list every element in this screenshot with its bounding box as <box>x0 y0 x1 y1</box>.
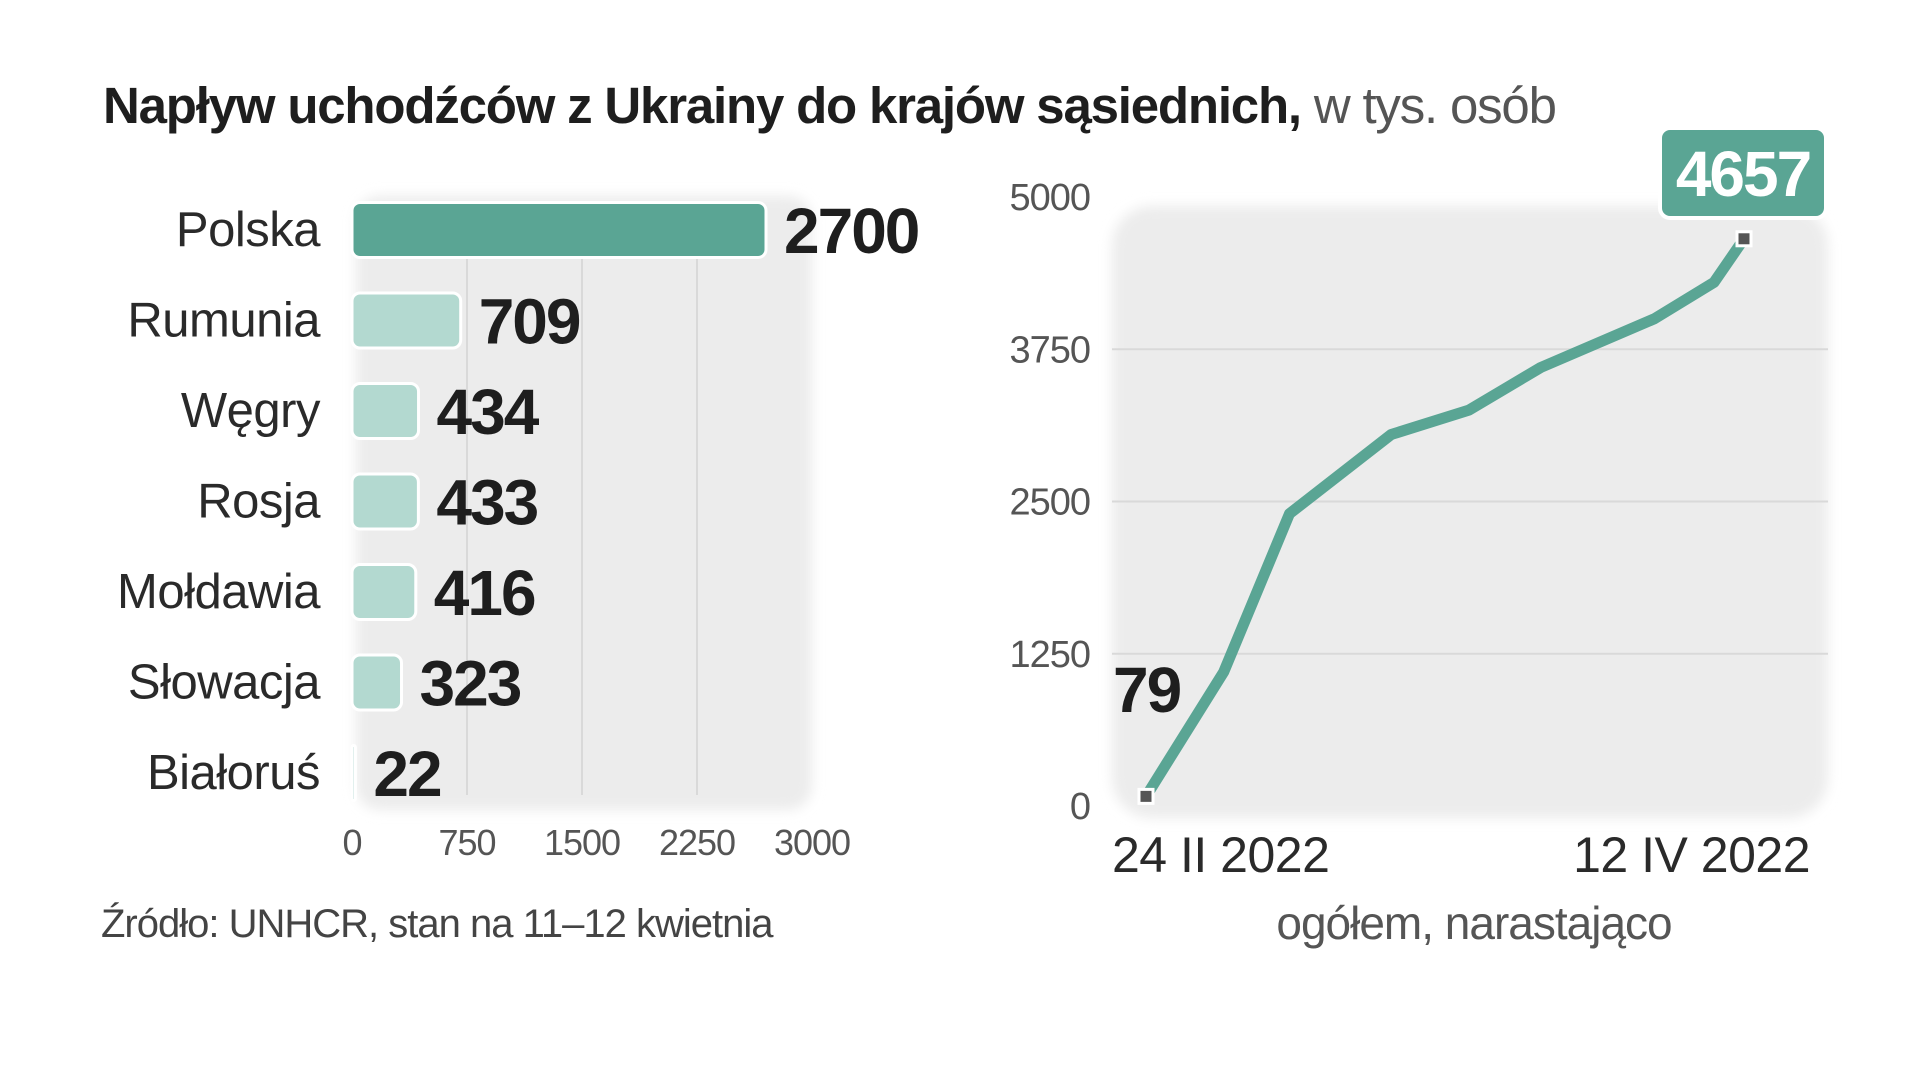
line-y-tick-label: 2500 <box>1009 482 1090 524</box>
line-chart: 0 1250 2500 3750 5000 79 4657 24 II 2022 12 IV … <box>1009 126 1828 883</box>
line-end-value-badge <box>1658 126 1828 220</box>
bar-x-tick-label: 1500 <box>544 822 620 863</box>
line-x-tick-label: 12 IV 2022 <box>1573 827 1810 883</box>
bar-value-label: 416 <box>434 557 535 629</box>
bar-chart-bars: Polska 2700 Rumunia 709 Węgry 434 Rosja 433 Mołd… <box>117 195 920 810</box>
bar-chart: 0 750 1500 2250 3000 Polska 2700 Rumunia 709 Węg… <box>117 195 920 863</box>
line-series <box>1140 233 1750 802</box>
bar-bia-orus <box>350 744 357 802</box>
bar-rumunia <box>350 291 463 350</box>
bar-category-label: Białoruś <box>147 746 320 800</box>
bar-chart-grid: 0 750 1500 2250 3000 <box>342 205 851 863</box>
chart-title-unit: w tys. osób <box>1300 77 1557 134</box>
line-x-tick-label: 24 II 2022 <box>1112 827 1329 883</box>
bar-category-label: Słowacja <box>128 656 321 710</box>
line-y-tick-label: 3750 <box>1009 329 1090 371</box>
bar-we-gry <box>350 382 421 440</box>
bar-category-label: Mołdawia <box>117 565 321 619</box>
bar-category-label: Rumunia <box>127 294 321 348</box>
line-end-value-label: 4657 <box>1676 138 1810 210</box>
bar-value-label: 22 <box>373 738 441 810</box>
line-chart-caption: ogółem, narastająco <box>1276 897 1672 949</box>
bar-x-tick-label: 0 <box>342 822 361 863</box>
bar-value-label: 2700 <box>784 195 918 267</box>
line-y-tick-label: 5000 <box>1009 177 1090 219</box>
line-y-tick-label: 1250 <box>1009 634 1090 676</box>
bar-rosja <box>350 472 420 531</box>
bar-x-tick-label: 3000 <box>774 822 850 863</box>
line-start-marker <box>1137 787 1155 805</box>
bar-s-owacja <box>350 653 404 712</box>
bar-category-label: Węgry <box>181 384 321 438</box>
line-end-marker <box>1735 230 1753 248</box>
line-start-value-label: 79 <box>1113 654 1181 726</box>
bar-x-tick-label: 2250 <box>659 822 735 863</box>
bar-x-tick-label: 750 <box>438 822 495 863</box>
bar-value-label: 323 <box>420 648 521 720</box>
bar-category-label: Polska <box>176 203 321 257</box>
line-chart-series: 79 4657 24 II 2022 12 IV 2022 <box>1112 126 1828 883</box>
bar-value-label: 709 <box>479 286 580 358</box>
bar-mo-dawia <box>350 563 418 621</box>
bar-value-label: 433 <box>436 467 537 539</box>
line-y-tick-label: 0 <box>1070 786 1090 828</box>
bar-value-label: 434 <box>437 376 540 448</box>
source-note: Źródło: UNHCR, stan na 11–12 kwietnia <box>101 902 773 946</box>
chart-title-main: Napływ uchodźców z Ukrainy do krajów sąs… <box>103 77 1302 134</box>
chart-title: Napływ uchodźców z Ukrainy do krajów sąs… <box>103 76 1557 135</box>
bar-polska <box>350 201 768 259</box>
bar-category-label: Rosja <box>197 475 321 529</box>
line-chart-panel <box>1112 206 1828 818</box>
line-chart-grid: 0 1250 2500 3750 5000 <box>1009 177 1828 828</box>
